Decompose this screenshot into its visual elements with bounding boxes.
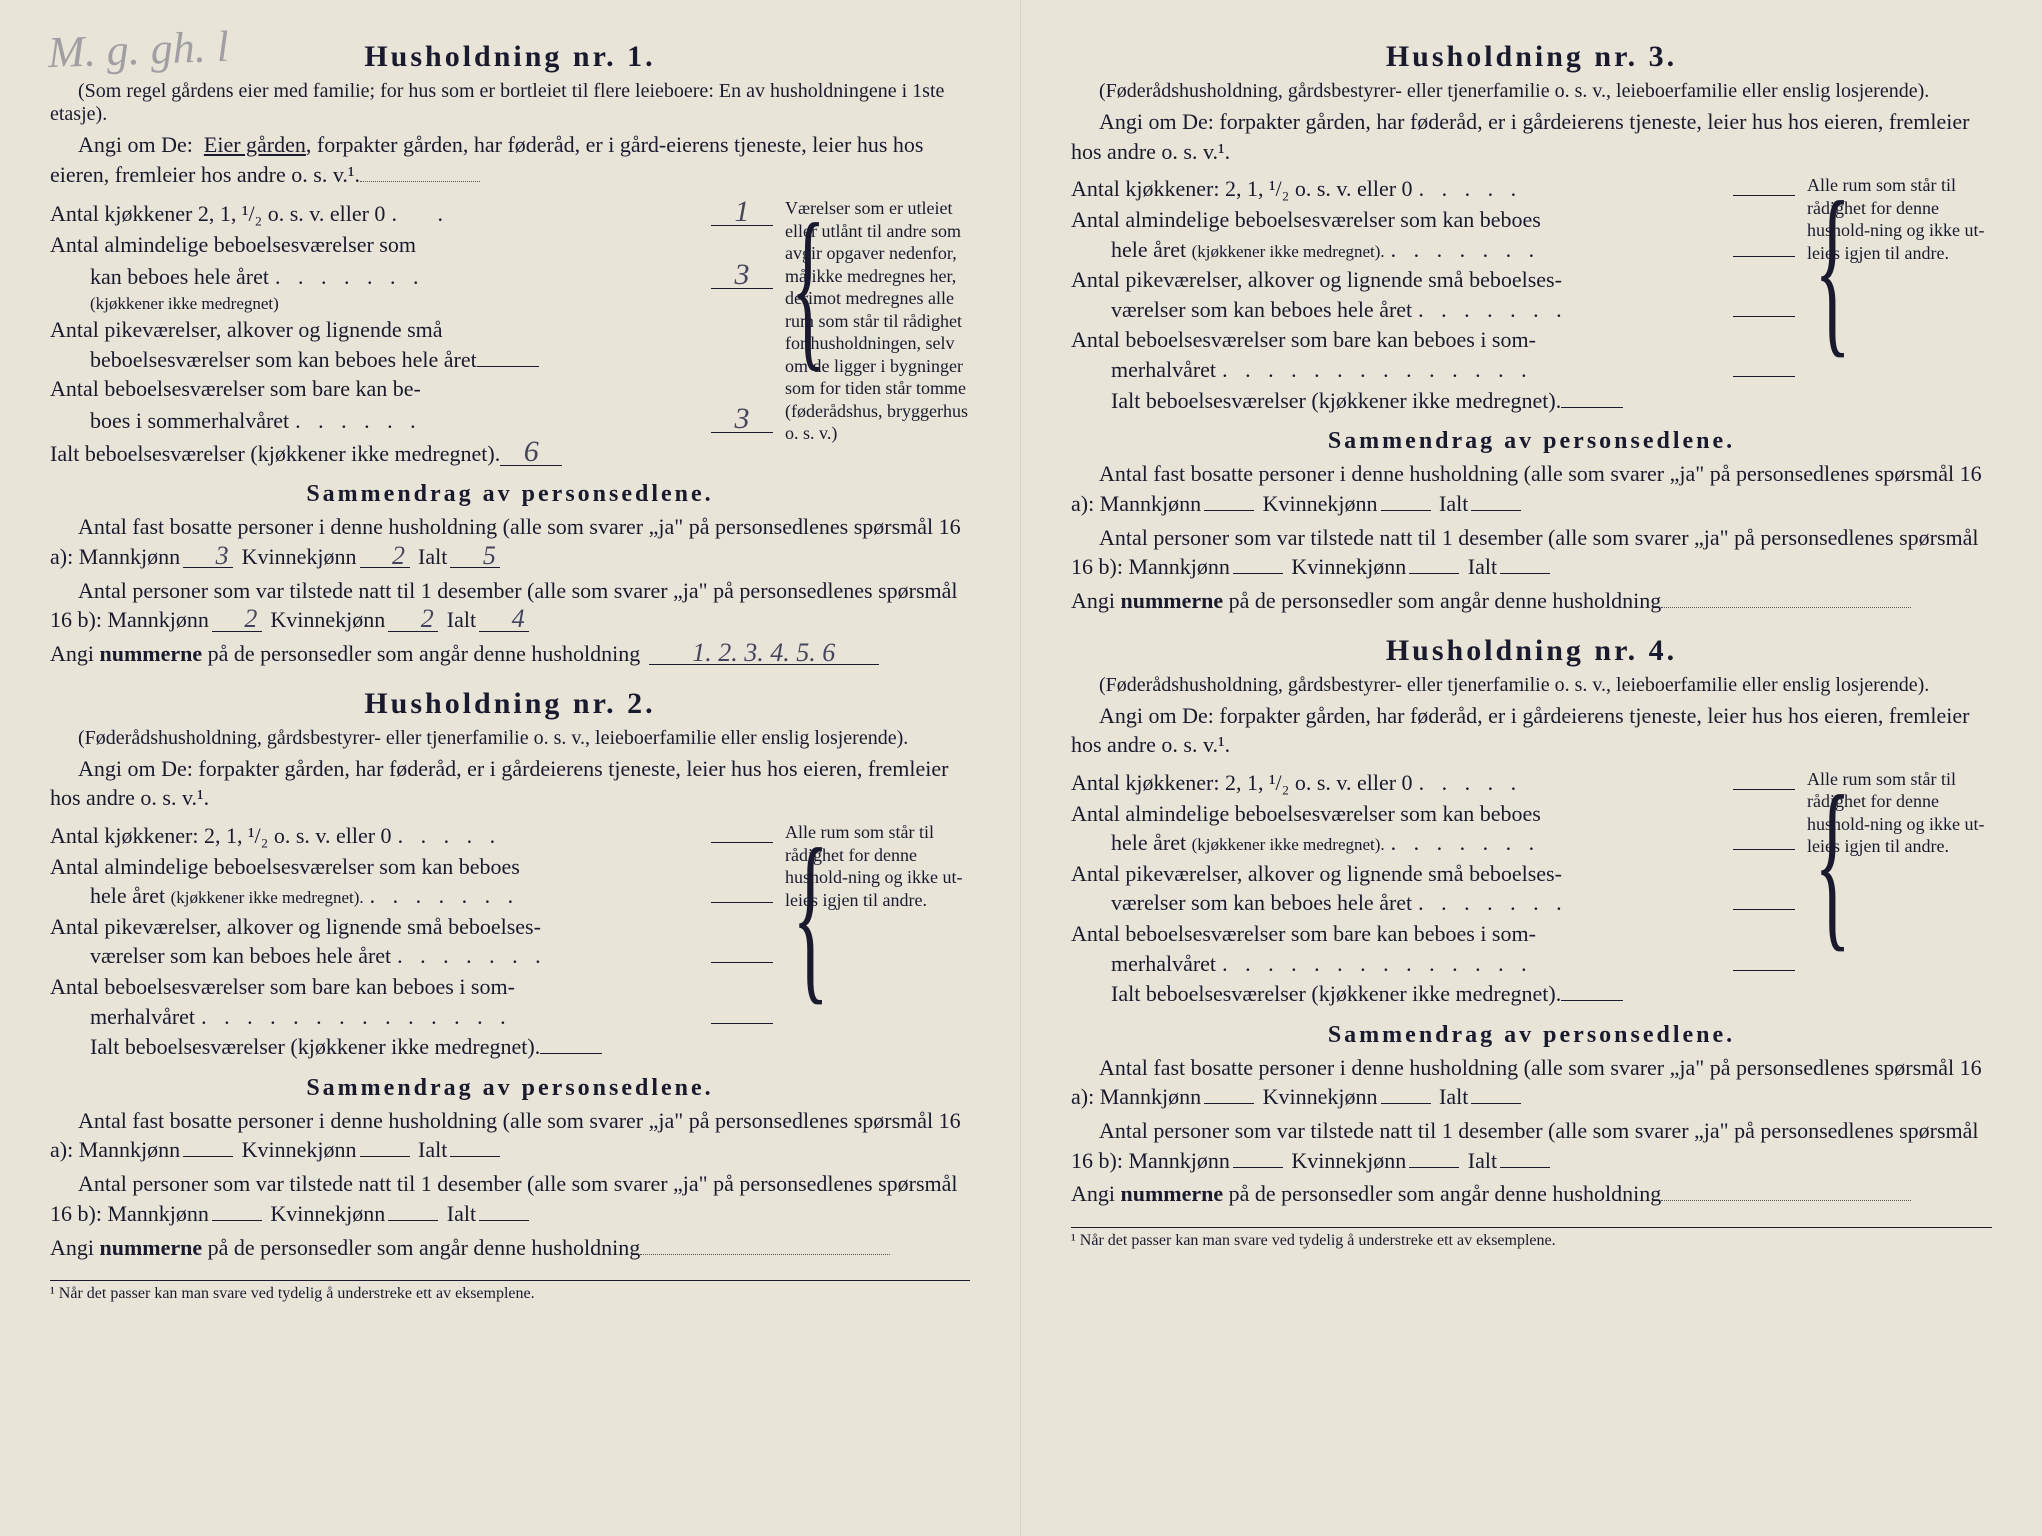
summary-title-1: Sammendrag av personsedlene. — [50, 481, 970, 508]
household-1-questions: Antal kjøkkener 2, 1, ¹/₂ o. s. v. eller… — [50, 197, 970, 469]
summary-title-4: Sammendrag av personsedlene. — [1071, 1022, 1992, 1049]
angi-answer: 1. 2. 3. 4. 5. 6 — [649, 641, 879, 665]
household-3-title: Husholdning nr. 3. — [1071, 40, 1992, 74]
brace-icon: { — [792, 821, 828, 1011]
brace-icon: { — [1814, 174, 1850, 364]
q-summer-2: Antal beboelsesværelser som bare kan beb… — [50, 973, 773, 1002]
household-4-subtitle: (Føderådshusholdning, gårdsbestyrer- ell… — [1071, 674, 1992, 697]
household-4-intro: Angi om De: forpakter gården, har føderå… — [1071, 701, 1992, 760]
q-pike-4: Antal pikeværelser, alkover og lignende … — [1071, 860, 1795, 889]
summary-tilstede-3: Antal personer som var tilstede natt til… — [1071, 523, 1992, 582]
ialt-b: 4 — [479, 607, 529, 631]
q-rooms-4: Antal almindelige beboelsesværelser som … — [1071, 800, 1795, 829]
right-note-4: { Alle rum som står til rådighet for den… — [1795, 768, 1992, 1010]
questions-left: Antal kjøkkener 2, 1, ¹/₂ o. s. v. eller… — [50, 197, 773, 469]
mann-a: 3 — [183, 544, 233, 568]
page-left: M. g. gh. l Husholdning nr. 1. (Som rege… — [0, 0, 1021, 1536]
mann-b: 2 — [212, 607, 262, 631]
summary-tilstede-1: Antal personer som var tilstede natt til… — [50, 576, 970, 635]
household-2-subtitle: (Føderådshusholdning, gårdsbestyrer- ell… — [50, 727, 970, 750]
q-summer-4: Antal beboelsesværelser som bare kan beb… — [1071, 920, 1795, 949]
summary-fast-4: Antal fast bosatte personer i denne hush… — [1071, 1053, 1992, 1112]
household-2: Husholdning nr. 2. (Føderådshusholdning,… — [50, 687, 970, 1263]
summary-fast-2: Antal fast bosatte personer i denne hush… — [50, 1106, 970, 1165]
q-kitchen-3: Antal kjøkkener: 2, 1, ¹/₂ o. s. v. elle… — [1071, 175, 1795, 205]
household-3-questions: Antal kjøkkener: 2, 1, ¹/₂ o. s. v. elle… — [1071, 174, 1992, 416]
household-4: Husholdning nr. 4. (Føderådshusholdning,… — [1071, 634, 1992, 1210]
footnote-right: ¹ Når det passer kan man svare ved tydel… — [1071, 1227, 1992, 1250]
a-kitchen: 1 — [711, 198, 773, 226]
page-right: Husholdning nr. 3. (Føderådshusholdning,… — [1021, 0, 2042, 1536]
q-total: Ialt beboelsesværelser (kjøkkener ikke m… — [50, 438, 773, 469]
summary-title-2: Sammendrag av personsedlene. — [50, 1075, 970, 1102]
angi-num-2: Angi nummerne på de personsedler som ang… — [50, 1233, 970, 1263]
kvinne-a: 2 — [360, 544, 410, 568]
angi-num-4: Angi nummerne på de personsedler som ang… — [1071, 1179, 1992, 1209]
q-pike-2: Antal pikeværelser, alkover og lignende … — [50, 913, 773, 942]
underlined-choice: Eier gården — [204, 132, 306, 157]
a-rooms: 3 — [711, 261, 773, 289]
q-kitchen: Antal kjøkkener 2, 1, ¹/₂ o. s. v. eller… — [50, 198, 773, 230]
footnote-left: ¹ Når det passer kan man svare ved tydel… — [50, 1280, 970, 1303]
a-pike — [477, 366, 539, 367]
right-note-1: { Værelser som er utleiet eller utlånt t… — [773, 197, 970, 469]
summary-title-3: Sammendrag av personsedlene. — [1071, 428, 1992, 455]
angi-num-1: Angi nummerne på de personsedler som ang… — [50, 639, 970, 669]
q-summer-3: Antal beboelsesværelser som bare kan beb… — [1071, 326, 1795, 355]
q-kitchen-2: Antal kjøkkener: 2, 1, ¹/₂ o. s. v. elle… — [50, 822, 773, 852]
ialt-a: 5 — [450, 544, 500, 568]
q-kitchen-4: Antal kjøkkener: 2, 1, ¹/₂ o. s. v. elle… — [1071, 769, 1795, 799]
a-summer: 3 — [711, 405, 773, 433]
right-note-3: { Alle rum som står til rådighet for den… — [1795, 174, 1992, 416]
q-pike: Antal pikeværelser, alkover og lignende … — [50, 316, 773, 345]
summary-fast-3: Antal fast bosatte personer i denne hush… — [1071, 459, 1992, 518]
q-total-3: Ialt beboelsesværelser (kjøkkener ikke m… — [1071, 387, 1795, 416]
summary-fast-1: Antal fast bosatte personer i denne hush… — [50, 512, 970, 571]
q-rooms-3: Antal almindelige beboelsesværelser som … — [1071, 206, 1795, 235]
q-rooms: Antal almindelige beboelsesværelser som — [50, 231, 773, 260]
household-3-subtitle: (Føderådshusholdning, gårdsbestyrer- ell… — [1071, 80, 1992, 103]
household-4-questions: Antal kjøkkener: 2, 1, ¹/₂ o. s. v. elle… — [1071, 768, 1992, 1010]
household-3: Husholdning nr. 3. (Føderådshusholdning,… — [1071, 40, 1992, 616]
corner-annotation: M. g. gh. l — [47, 21, 230, 78]
q-pike-3: Antal pikeværelser, alkover og lignende … — [1071, 266, 1795, 295]
household-1-subtitle: (Som regel gårdens eier med familie; for… — [50, 80, 970, 126]
q-total-4: Ialt beboelsesværelser (kjøkkener ikke m… — [1071, 980, 1795, 1009]
brace-icon: { — [1814, 768, 1850, 958]
summary-tilstede-4: Antal personer som var tilstede natt til… — [1071, 1116, 1992, 1175]
brace-icon: { — [791, 197, 826, 377]
q-rooms-2: Antal almindelige beboelsesværelser som … — [50, 853, 773, 882]
a-total: 6 — [500, 438, 562, 466]
household-2-title: Husholdning nr. 2. — [50, 687, 970, 721]
right-note-2: { Alle rum som står til rådighet for den… — [773, 821, 970, 1063]
household-3-intro: Angi om De: forpakter gården, har føderå… — [1071, 107, 1992, 166]
summary-tilstede-2: Antal personer som var tilstede natt til… — [50, 1169, 970, 1228]
household-2-intro: Angi om De: forpakter gården, har føderå… — [50, 754, 970, 813]
household-1-intro: Angi om De: Eier gården, forpakter gårde… — [50, 130, 970, 189]
household-4-title: Husholdning nr. 4. — [1071, 634, 1992, 668]
household-1: Husholdning nr. 1. (Som regel gårdens ei… — [50, 40, 970, 669]
angi-num-3: Angi nummerne på de personsedler som ang… — [1071, 586, 1992, 616]
q-total-2: Ialt beboelsesværelser (kjøkkener ikke m… — [50, 1033, 773, 1062]
household-2-questions: Antal kjøkkener: 2, 1, ¹/₂ o. s. v. elle… — [50, 821, 970, 1063]
q-summer: Antal beboelsesværelser som bare kan be- — [50, 375, 773, 404]
kvinne-b: 2 — [388, 607, 438, 631]
